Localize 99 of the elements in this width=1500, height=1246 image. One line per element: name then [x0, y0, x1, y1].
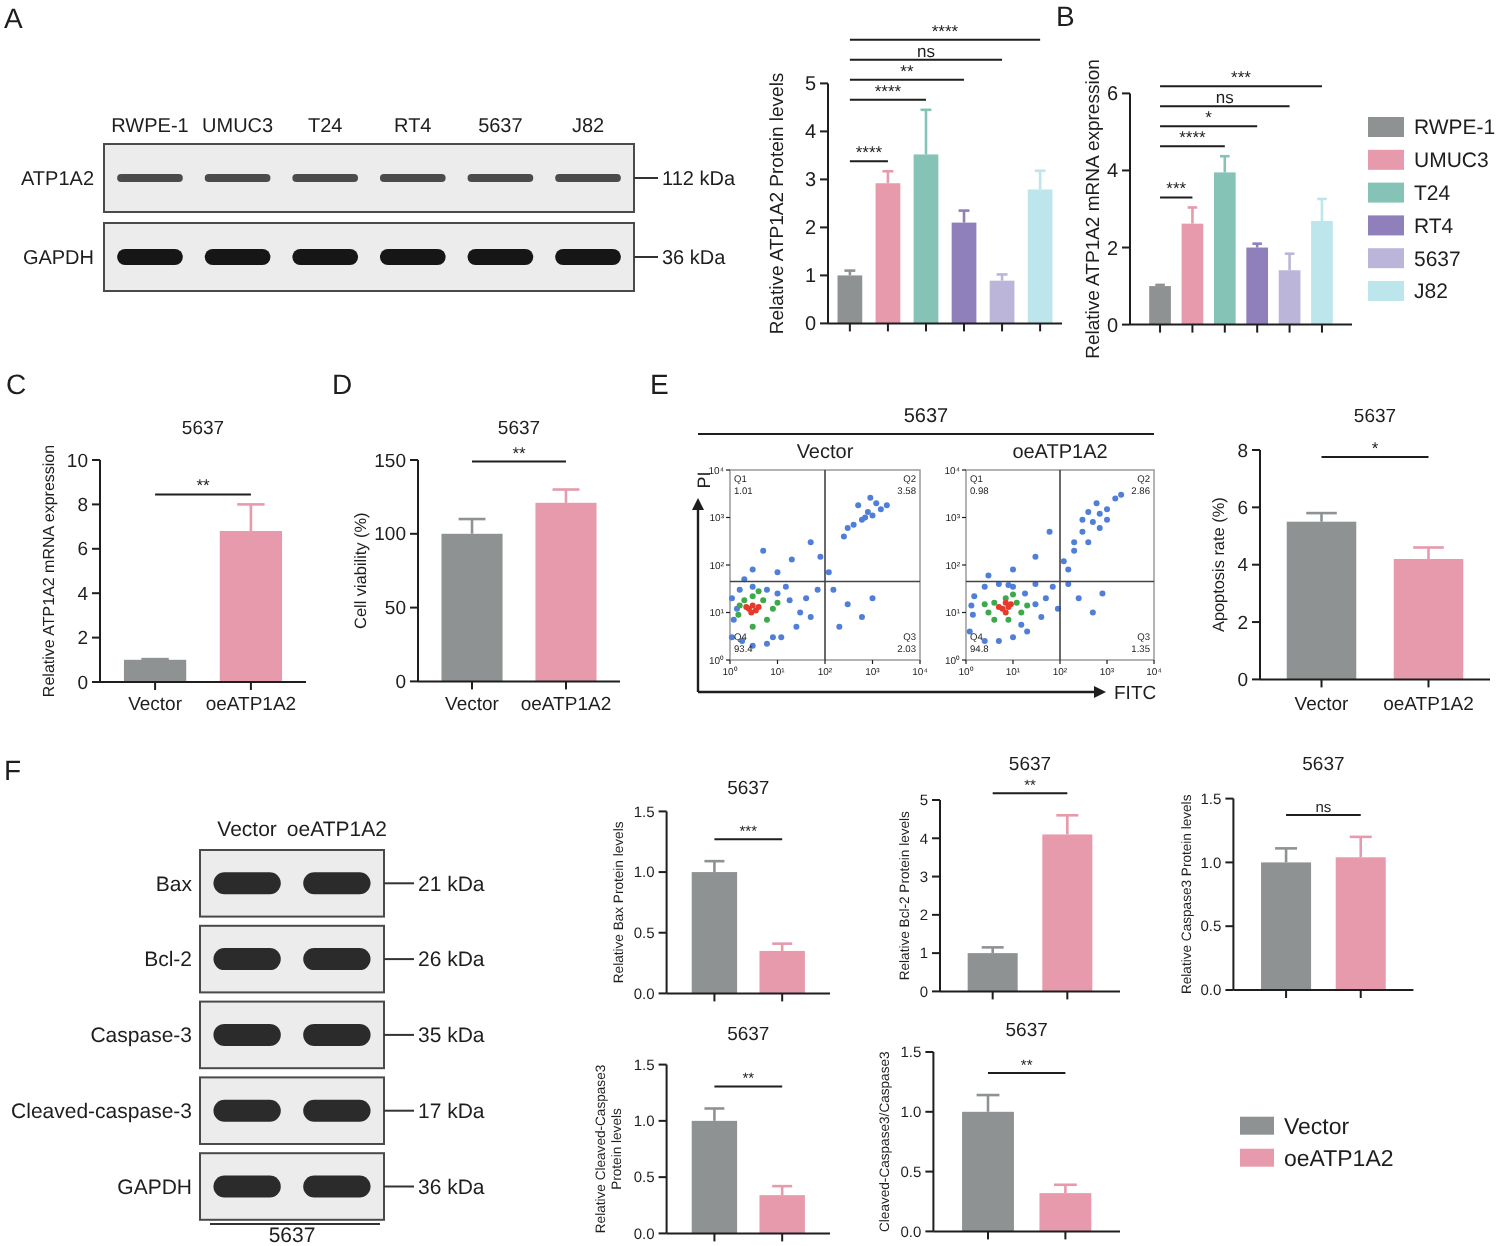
annotation: ***	[1166, 178, 1188, 199]
y-tick-label: 0	[1237, 670, 1248, 693]
y-tick-label: 8	[1237, 440, 1248, 463]
text: A	[4, 2, 24, 34]
x-tick-label: oeATP1A2	[1383, 694, 1474, 716]
category-label: 26 kDa	[418, 948, 485, 973]
category-label: J82	[571, 116, 606, 138]
y-tick-label: 6	[1237, 498, 1248, 520]
y-tick-label: 2	[1237, 612, 1248, 635]
y-tick-label: 6	[77, 539, 88, 562]
y-axis-title: PI	[694, 471, 715, 489]
category-label: oeATP1A2	[286, 818, 388, 842]
category-label: Bcl-2	[144, 948, 192, 973]
legend-label: J82	[1414, 280, 1449, 305]
legend-label: 5637	[1414, 247, 1462, 272]
text: ns	[916, 40, 935, 61]
category-label: 5637	[478, 116, 524, 138]
legend-label: RT4	[1414, 214, 1454, 239]
y-tick-label: 0	[1106, 315, 1119, 338]
y-tick-label: 5	[804, 74, 817, 97]
y-tick-label: 0	[77, 672, 88, 695]
text: E	[650, 368, 669, 400]
category-label: 36 kDa	[418, 1175, 485, 1200]
annotation: **	[512, 442, 527, 463]
category-label: 36 kDa	[662, 248, 726, 270]
y-tick-label: 8	[77, 495, 88, 518]
annotation: ****	[855, 142, 884, 163]
y-tick-label: 4	[1106, 161, 1119, 184]
y-axis-title: Relative ATP1A2 Protein levels	[766, 72, 789, 335]
y-tick-label: 6	[1106, 84, 1119, 107]
x-tick-label: Vector	[445, 694, 499, 716]
x-tick-label: oeATP1A2	[205, 694, 297, 716]
x-tick-label: Vector	[1294, 694, 1349, 716]
text: **	[900, 60, 915, 81]
category-label: ATP1A2	[21, 169, 94, 191]
category-label: 35 kDa	[418, 1024, 485, 1049]
chart-title: 5637	[497, 418, 541, 440]
y-tick-label: 4	[1237, 555, 1248, 578]
legend-label: UMUC3	[1414, 149, 1489, 174]
category-label: RT4	[394, 116, 433, 138]
y-axis-title: Relative ATP1A2 mRNA expression	[1082, 59, 1105, 359]
y-tick-label: 50	[384, 598, 406, 621]
x-tick-label: oeATP1A2	[520, 694, 612, 716]
category-label: GAPDH	[22, 248, 94, 270]
y-axis-title: Relative ATP1A2 mRNA expression	[39, 444, 58, 698]
annotation: *	[1205, 107, 1214, 128]
annotation: ns	[1215, 87, 1234, 108]
x-tick-label: Vector	[128, 694, 183, 716]
chart-title: 5637	[727, 1024, 770, 1046]
chart-subtitle: oeATP1A2	[1012, 442, 1109, 464]
chart-title: 5637	[1005, 1020, 1048, 1042]
x-axis-title: FITC	[1114, 682, 1157, 705]
category-label: Vector	[217, 818, 278, 842]
text: B	[1056, 0, 1075, 32]
legend-label: T24	[1414, 181, 1451, 206]
annotation: **	[196, 475, 211, 496]
chart-title: 5637	[727, 778, 770, 800]
y-tick-label: 1	[804, 266, 817, 289]
text: ****	[931, 20, 960, 41]
legend-label: oeATP1A2	[1284, 1147, 1394, 1172]
chart-title: 5637	[1008, 754, 1052, 776]
annotation: ****	[874, 80, 903, 101]
category-label: UMUC3	[202, 116, 275, 138]
text: ***	[1231, 67, 1253, 88]
y-tick-label: 2	[77, 628, 88, 651]
category-label: Cleaved-caspase-3	[11, 1100, 192, 1125]
y-tick-label: 150	[374, 450, 406, 473]
legend-label: RWPE-1	[1414, 116, 1496, 141]
category-label: T24	[307, 116, 344, 138]
category-label: GAPDH	[117, 1175, 192, 1200]
legend-label: Vector	[1284, 1115, 1350, 1140]
text: 5637	[268, 1224, 316, 1246]
annotation: *	[1371, 438, 1380, 459]
chart-title: 5637	[1302, 754, 1345, 776]
y-tick-label: 2	[1106, 238, 1119, 261]
y-tick-label: 10	[66, 450, 88, 473]
category-label: Caspase-3	[90, 1024, 192, 1049]
y-tick-label: 2	[804, 218, 817, 241]
chart-subtitle: Vector	[796, 442, 855, 464]
category-label: 21 kDa	[418, 872, 485, 897]
category-label: Bax	[155, 872, 192, 897]
y-axis-title: Apoptosis rate (%)	[1209, 496, 1228, 633]
annotation: ****	[1179, 127, 1208, 148]
y-tick-label: 4	[804, 122, 817, 145]
y-tick-label: 0	[804, 314, 817, 337]
category-label: 112 kDa	[662, 169, 736, 191]
text: F	[4, 754, 22, 786]
text: C	[6, 368, 27, 400]
y-tick-label: 0	[395, 672, 406, 695]
category-label: 17 kDa	[418, 1100, 485, 1125]
chart-title: 5637	[1353, 406, 1397, 428]
y-axis-title: Cell viability (%)	[351, 511, 370, 629]
category-label: RWPE-1	[111, 116, 190, 138]
y-tick-label: 100	[374, 524, 406, 547]
text: D	[332, 368, 353, 400]
y-tick-label: 3	[804, 170, 817, 193]
y-tick-label: 4	[77, 583, 88, 606]
chart-title: 5637	[181, 418, 225, 440]
chart-title: 5637	[903, 406, 950, 428]
